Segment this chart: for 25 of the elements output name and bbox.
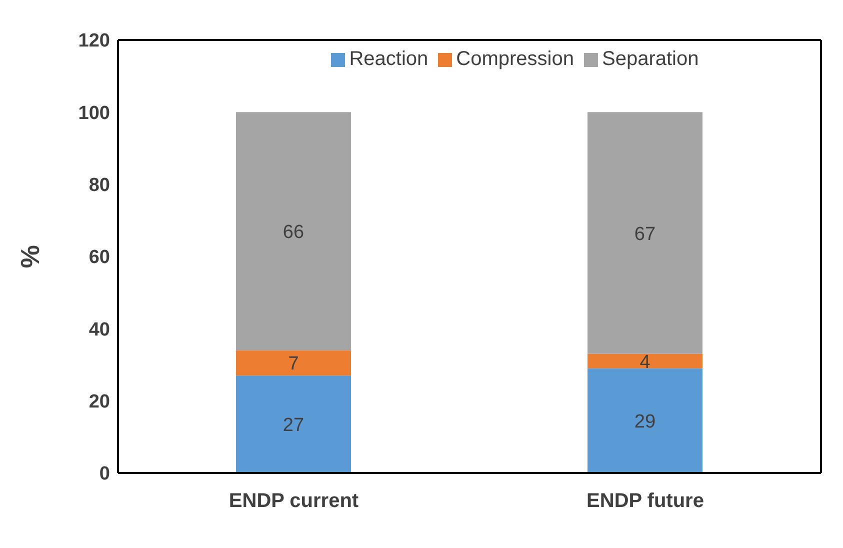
- bar: [588, 354, 702, 368]
- data-label: 27: [282, 415, 304, 436]
- y-tick-label: 120: [78, 30, 110, 52]
- y-tick-label: 40: [88, 319, 110, 340]
- data-label: 4: [640, 352, 651, 373]
- legend-label: Compression: [456, 48, 574, 70]
- data-label: 29: [634, 411, 656, 432]
- y-tick-label: 0: [99, 464, 110, 485]
- data-label: 67: [634, 224, 656, 245]
- bar: [236, 376, 351, 473]
- bar: [588, 368, 702, 473]
- legend-label: Reaction: [349, 48, 428, 70]
- bar: [236, 350, 351, 376]
- y-tick-label: 80: [88, 175, 110, 196]
- y-axis-title: %: [15, 244, 46, 268]
- data-label: 7: [288, 354, 299, 375]
- legend-label: Separation: [602, 48, 699, 70]
- bar: [588, 112, 702, 354]
- data-label: 66: [282, 222, 304, 243]
- x-tick-label: ENDP future: [586, 490, 704, 512]
- y-tick-label: 60: [88, 247, 110, 268]
- bar: [236, 112, 351, 350]
- x-tick-label: ENDP current: [228, 490, 359, 512]
- y-tick-label: 100: [78, 102, 110, 124]
- y-tick-label: 20: [88, 392, 110, 413]
